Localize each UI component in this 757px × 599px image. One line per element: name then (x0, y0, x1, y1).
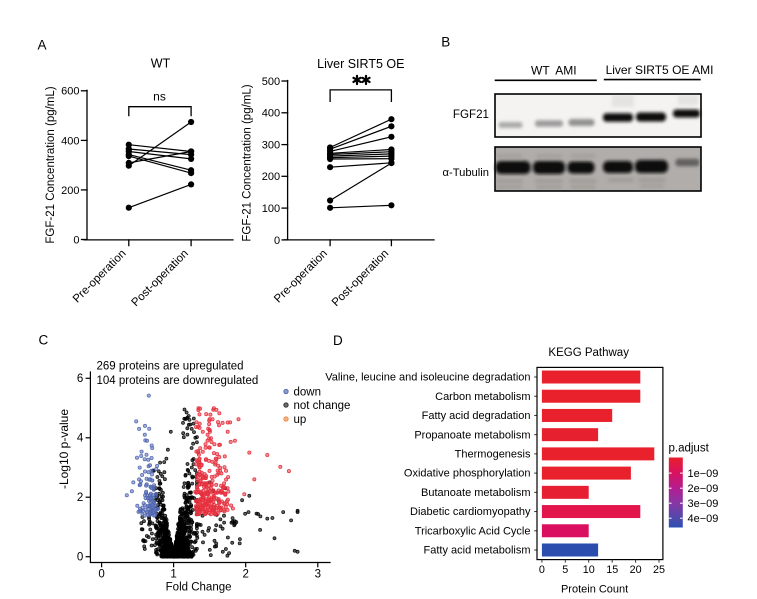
svg-text:FGF-21 Concentration (pg/mL): FGF-21 Concentration (pg/mL) (45, 86, 57, 243)
svg-text:Oxidative phosphorylation: Oxidative phosphorylation (404, 468, 531, 480)
svg-text:up: up (294, 414, 307, 426)
svg-text:Carbon metabolism: Carbon metabolism (435, 391, 530, 403)
svg-text:15: 15 (606, 564, 618, 576)
svg-text:Post-operation: Post-operation (330, 248, 391, 309)
svg-text:10: 10 (583, 564, 595, 576)
svg-text:C: C (39, 333, 49, 348)
svg-text:300: 300 (262, 140, 280, 152)
svg-text:FGF21: FGF21 (453, 108, 489, 121)
svg-text:1: 1 (170, 569, 176, 581)
svg-text:Pre-operation: Pre-operation (71, 248, 129, 306)
svg-text:Protein Count: Protein Count (561, 584, 628, 596)
svg-text:FGF-21 Concentration (pg/mL): FGF-21 Concentration (pg/mL) (242, 84, 254, 241)
svg-text:400: 400 (61, 135, 79, 147)
svg-text:500: 500 (262, 76, 280, 88)
svg-text:6: 6 (77, 373, 83, 385)
svg-text:269 proteins are upregulated: 269 proteins are upregulated (97, 361, 244, 373)
svg-text:200: 200 (262, 171, 280, 183)
svg-text:Liver SIRT5 OE AMI: Liver SIRT5 OE AMI (606, 63, 714, 77)
svg-text:Butanoate metabolism: Butanoate metabolism (421, 487, 530, 499)
svg-text:1e−09: 1e−09 (688, 468, 719, 480)
svg-text:down: down (294, 386, 322, 398)
svg-text:Propanoate metabolism: Propanoate metabolism (414, 429, 530, 441)
svg-text:20: 20 (630, 564, 642, 576)
svg-text:Fold Change: Fold Change (166, 582, 232, 594)
svg-text:-Log10 p-value: -Log10 p-value (57, 409, 71, 489)
svg-text:Liver SIRT5 OE: Liver SIRT5 OE (317, 57, 404, 71)
svg-text:Valine, leucine and isoleucine: Valine, leucine and isoleucine degradati… (325, 372, 530, 384)
svg-text:200: 200 (61, 185, 79, 197)
svg-text:KEGG Pathway: KEGG Pathway (548, 347, 629, 359)
svg-text:3: 3 (315, 569, 321, 581)
svg-text:25: 25 (653, 564, 665, 576)
svg-text:3e−09: 3e−09 (688, 498, 719, 510)
svg-text:5: 5 (562, 564, 568, 576)
svg-text:400: 400 (262, 108, 280, 120)
svg-text:600: 600 (61, 86, 79, 98)
svg-text:Pre-operation: Pre-operation (272, 248, 330, 306)
svg-text:0: 0 (73, 234, 79, 246)
svg-text:B: B (441, 34, 450, 49)
svg-text:2e−09: 2e−09 (688, 483, 719, 495)
svg-text:Thermogenesis: Thermogenesis (455, 448, 531, 460)
svg-text:100: 100 (262, 203, 280, 215)
svg-text:0: 0 (539, 564, 545, 576)
svg-text:Fatty acid degradation: Fatty acid degradation (422, 410, 531, 422)
svg-text:A: A (38, 38, 47, 53)
svg-text:not change: not change (294, 400, 351, 412)
svg-text:4e−09: 4e−09 (688, 513, 719, 525)
svg-text:104 proteins are downregulated: 104 proteins are downregulated (97, 375, 259, 387)
svg-text:ns: ns (153, 90, 166, 104)
svg-text:Fatty acid metabolism: Fatty acid metabolism (424, 545, 531, 557)
svg-text:2: 2 (242, 569, 248, 581)
svg-text:p.adjust: p.adjust (669, 443, 710, 455)
svg-text:Diabetic cardiomyopathy: Diabetic cardiomyopathy (410, 506, 531, 518)
svg-text:0: 0 (98, 569, 104, 581)
svg-text:Post-operation: Post-operation (130, 248, 191, 309)
svg-text:D: D (333, 333, 343, 348)
svg-text:0: 0 (77, 552, 83, 564)
svg-text:0: 0 (274, 235, 280, 247)
svg-text:Tricarboxylic Acid Cycle: Tricarboxylic Acid Cycle (415, 525, 531, 537)
svg-text:2: 2 (77, 492, 83, 504)
svg-text:4: 4 (77, 433, 84, 445)
svg-text:α-Tubulin: α-Tubulin (443, 167, 489, 179)
svg-text:WT: WT (151, 57, 171, 71)
